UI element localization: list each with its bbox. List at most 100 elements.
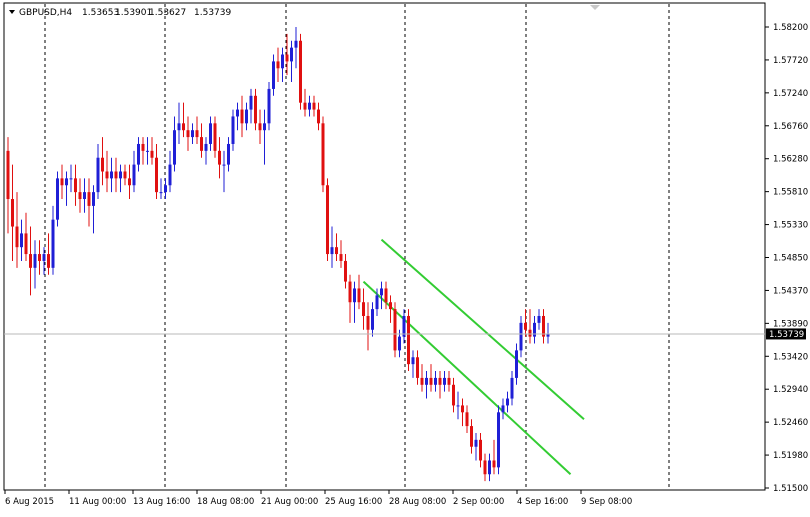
- candle: [87, 178, 91, 227]
- candle-body: [168, 164, 172, 186]
- candle-body: [285, 54, 289, 62]
- candle-body: [479, 439, 482, 461]
- candles: [6, 27, 550, 482]
- candle-body: [425, 377, 428, 385]
- candle: [128, 164, 131, 200]
- candle: [353, 281, 356, 323]
- candle-body: [407, 315, 410, 365]
- candle: [123, 164, 127, 186]
- x-tick-label: 25 Aug 16:00: [325, 497, 382, 507]
- candle: [393, 302, 397, 358]
- candle-body: [393, 309, 397, 351]
- candle-body: [326, 185, 329, 255]
- candle-body: [92, 192, 95, 206]
- candle: [420, 364, 424, 392]
- y-tick-label: 1.53420: [773, 352, 808, 362]
- candle-body: [87, 192, 91, 206]
- menu-arrow-icon[interactable]: [9, 10, 15, 14]
- candle-body: [519, 322, 523, 351]
- trend-channel[interactable]: [362, 238, 585, 475]
- candle: [119, 164, 122, 193]
- candle-body: [123, 171, 127, 179]
- candle: [236, 102, 239, 131]
- candle-body: [11, 199, 14, 227]
- chart-shift-marker[interactable]: [590, 5, 600, 10]
- x-tick-label: 28 Aug 08:00: [389, 497, 446, 507]
- candle: [150, 137, 154, 165]
- current-price-tag: 1.53739: [766, 328, 806, 340]
- candle: [281, 47, 284, 83]
- candle: [425, 371, 428, 399]
- candle-body: [254, 95, 257, 124]
- candle-body: [83, 192, 86, 200]
- candle: [461, 398, 464, 427]
- candle-body: [375, 295, 379, 310]
- candle-body: [353, 288, 356, 303]
- trend-line-lower[interactable]: [362, 280, 572, 475]
- trend-line-upper[interactable]: [380, 238, 585, 420]
- candle: [47, 233, 50, 275]
- y-tick-label: 1.51500: [773, 484, 808, 494]
- candle-body: [132, 164, 136, 186]
- candle-body: [42, 254, 46, 261]
- candle-body: [321, 123, 325, 186]
- candle: [191, 123, 194, 144]
- candle-body: [357, 288, 361, 303]
- candle: [447, 371, 451, 392]
- chart-header: GBPUSD,H4 1.53653 1.53901 1.53627 1.5373…: [9, 8, 231, 18]
- candle: [470, 419, 473, 454]
- candle: [533, 315, 536, 344]
- candle-body: [195, 130, 199, 138]
- candle: [416, 350, 419, 385]
- close-value: 1.53739: [194, 8, 231, 18]
- candle: [186, 116, 190, 151]
- candle: [164, 178, 167, 200]
- candle-body: [488, 460, 491, 475]
- candle: [195, 116, 199, 144]
- candle: [299, 33, 302, 110]
- candle: [24, 212, 28, 261]
- candle: [546, 322, 550, 344]
- candle-body: [222, 164, 226, 166]
- candle-body: [186, 130, 190, 138]
- candle: [56, 171, 59, 227]
- candle-body: [146, 150, 149, 152]
- candle: [497, 405, 500, 475]
- candle: [429, 364, 433, 392]
- time-axis[interactable]: 6 Aug 2015 11 Aug 00:00 13 Aug 16:00 18 Aug…: [4, 490, 632, 507]
- candle: [83, 178, 86, 213]
- candle: [411, 350, 415, 378]
- candle-body: [344, 260, 347, 282]
- candle: [137, 137, 140, 172]
- candle-body: [366, 315, 370, 330]
- candle: [65, 171, 68, 206]
- candle: [78, 178, 82, 213]
- candle: [33, 240, 37, 289]
- y-tick-label: 1.58200: [773, 23, 808, 33]
- candle-body: [78, 192, 82, 200]
- candle-body: [533, 322, 536, 337]
- candle-body: [96, 157, 100, 193]
- candle-body: [452, 384, 455, 406]
- candle-body: [429, 377, 433, 385]
- x-tick-label: 6 Aug 2015: [5, 497, 54, 507]
- candle: [200, 123, 203, 158]
- candle: [443, 371, 446, 392]
- candle: [101, 137, 104, 186]
- candle-body: [510, 377, 514, 399]
- candle: [141, 137, 145, 165]
- candle: [240, 95, 244, 138]
- candle-body: [276, 61, 280, 69]
- price-axis[interactable]: 1.58200 1.57720 1.57240 1.56760 1.56280 1.558…: [765, 23, 808, 494]
- candle: [155, 143, 158, 200]
- candle-body: [227, 143, 230, 165]
- y-tick-label: 1.56280: [773, 155, 808, 165]
- candle: [285, 33, 289, 76]
- candle-body: [330, 247, 334, 255]
- candle: [317, 102, 320, 131]
- candle: [348, 274, 352, 323]
- candle-body: [258, 123, 262, 131]
- y-tick-label: 1.51980: [773, 451, 808, 461]
